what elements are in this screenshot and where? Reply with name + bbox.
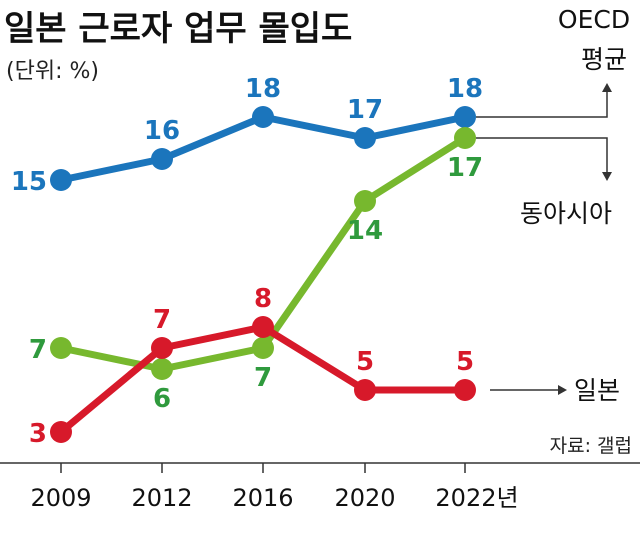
series-name-label: 동아시아 bbox=[520, 199, 612, 228]
data-label: 8 bbox=[254, 284, 272, 314]
data-label: 7 bbox=[153, 305, 171, 335]
series-name-label: OECD bbox=[558, 5, 630, 34]
data-point bbox=[354, 190, 376, 212]
eastasia-leader-line bbox=[476, 137, 608, 174]
data-label: 16 bbox=[144, 116, 180, 146]
series-2: 3 7 8 5 5 bbox=[29, 284, 476, 449]
data-label: 6 bbox=[153, 384, 171, 414]
x-tick-label: 2012 bbox=[131, 484, 192, 512]
data-point bbox=[454, 106, 476, 128]
data-label: 18 bbox=[245, 74, 281, 104]
arrow-down-icon bbox=[602, 172, 612, 181]
data-label: 15 bbox=[11, 167, 47, 197]
data-point bbox=[50, 337, 72, 359]
data-point bbox=[252, 337, 274, 359]
data-point bbox=[252, 106, 274, 128]
series-name-label: 평균 bbox=[581, 45, 627, 74]
data-point bbox=[354, 379, 376, 401]
data-label: 7 bbox=[254, 363, 272, 393]
data-label: 7 bbox=[29, 335, 47, 365]
data-point bbox=[454, 127, 476, 149]
x-tick-label: 2016 bbox=[232, 484, 293, 512]
data-point bbox=[151, 337, 173, 359]
data-label: 14 bbox=[347, 216, 383, 246]
data-label: 3 bbox=[29, 419, 47, 449]
data-label: 18 bbox=[447, 74, 483, 104]
arrow-up-icon bbox=[602, 83, 612, 92]
data-label: 5 bbox=[356, 347, 374, 377]
data-label: 5 bbox=[456, 347, 474, 377]
data-point bbox=[354, 127, 376, 149]
data-point bbox=[50, 421, 72, 443]
chart-subtitle: (단위: %) bbox=[6, 59, 99, 84]
data-label: 17 bbox=[447, 153, 483, 183]
data-point bbox=[454, 379, 476, 401]
series-1: 7 6 7 14 17 bbox=[29, 127, 483, 414]
chart-title: 일본 근로자 업무 몰입도 bbox=[4, 9, 352, 49]
series-0: 15 16 18 17 18 bbox=[11, 74, 483, 197]
x-tick-label: 2022년 bbox=[435, 484, 518, 512]
source-note: 자료: 갤럽 bbox=[550, 435, 632, 457]
data-label: 17 bbox=[347, 95, 383, 125]
series-name-label: 일본 bbox=[574, 376, 620, 405]
data-point bbox=[151, 358, 173, 380]
data-point bbox=[50, 169, 72, 191]
arrow-right-icon bbox=[558, 385, 567, 395]
data-point bbox=[151, 148, 173, 170]
data-point bbox=[252, 316, 274, 338]
x-tick-label: 2020 bbox=[334, 484, 395, 512]
oecd-leader-line bbox=[476, 90, 608, 118]
x-tick-label: 2009 bbox=[30, 484, 91, 512]
